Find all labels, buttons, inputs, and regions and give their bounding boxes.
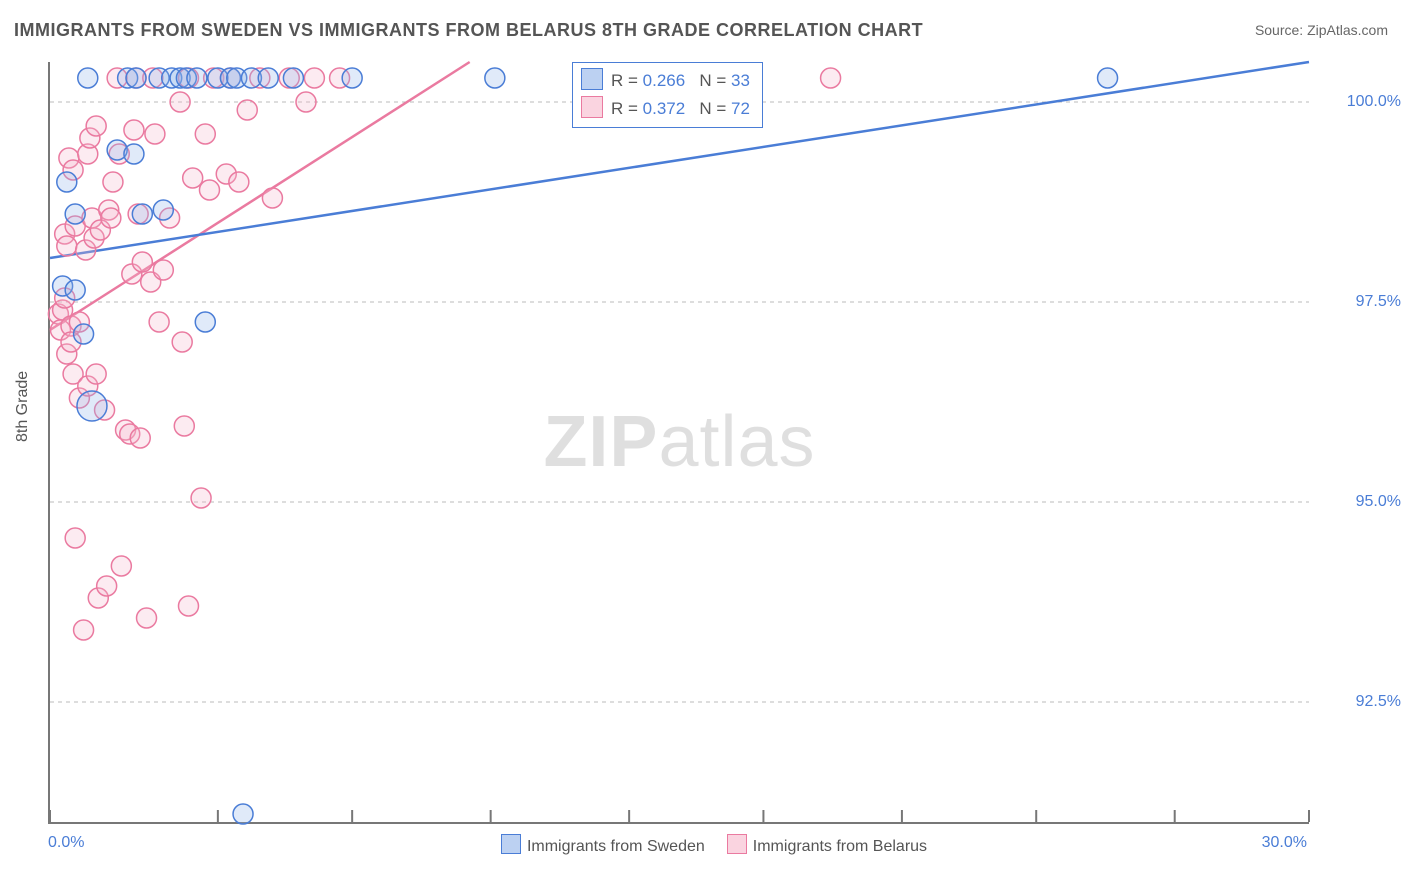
legend-swatch xyxy=(727,834,747,854)
legend-swatch xyxy=(581,68,603,90)
legend-n-label: N = xyxy=(699,71,731,90)
source-prefix: Source: xyxy=(1255,22,1307,38)
y-tick-label: 97.5% xyxy=(1356,293,1401,311)
legend-n-label: N = xyxy=(699,99,731,118)
legend-r-value: 0.266 xyxy=(643,71,686,90)
source-link[interactable]: ZipAtlas.com xyxy=(1307,22,1388,38)
legend-n-value: 33 xyxy=(731,71,750,90)
chart-title: IMMIGRANTS FROM SWEDEN VS IMMIGRANTS FRO… xyxy=(14,20,923,41)
legend-swatch xyxy=(501,834,521,854)
scatter-chart xyxy=(50,62,1309,822)
y-axis-label: 8th Grade xyxy=(14,371,32,442)
plot-area: ZIPatlas R = 0.266 N = 33R = 0.372 N = 7… xyxy=(48,62,1309,824)
legend-row: R = 0.372 N = 72 xyxy=(581,95,750,123)
legend-row: R = 0.266 N = 33 xyxy=(581,67,750,95)
y-tick-label: 100.0% xyxy=(1347,93,1401,111)
legend-series-label: Immigrants from Belarus xyxy=(753,838,927,855)
legend-r-value: 0.372 xyxy=(643,99,686,118)
series-legend: Immigrants from Sweden Immigrants from Be… xyxy=(0,834,1406,856)
y-tick-label: 95.0% xyxy=(1356,493,1401,511)
legend-r-label: R = xyxy=(611,99,643,118)
legend-r-label: R = xyxy=(611,71,643,90)
legend-swatch xyxy=(581,96,603,118)
source-credit: Source: ZipAtlas.com xyxy=(1255,22,1388,38)
y-tick-label: 92.5% xyxy=(1356,693,1401,711)
correlation-legend: R = 0.266 N = 33R = 0.372 N = 72 xyxy=(572,62,763,128)
legend-series-label: Immigrants from Sweden xyxy=(527,838,705,855)
legend-n-value: 72 xyxy=(731,99,750,118)
